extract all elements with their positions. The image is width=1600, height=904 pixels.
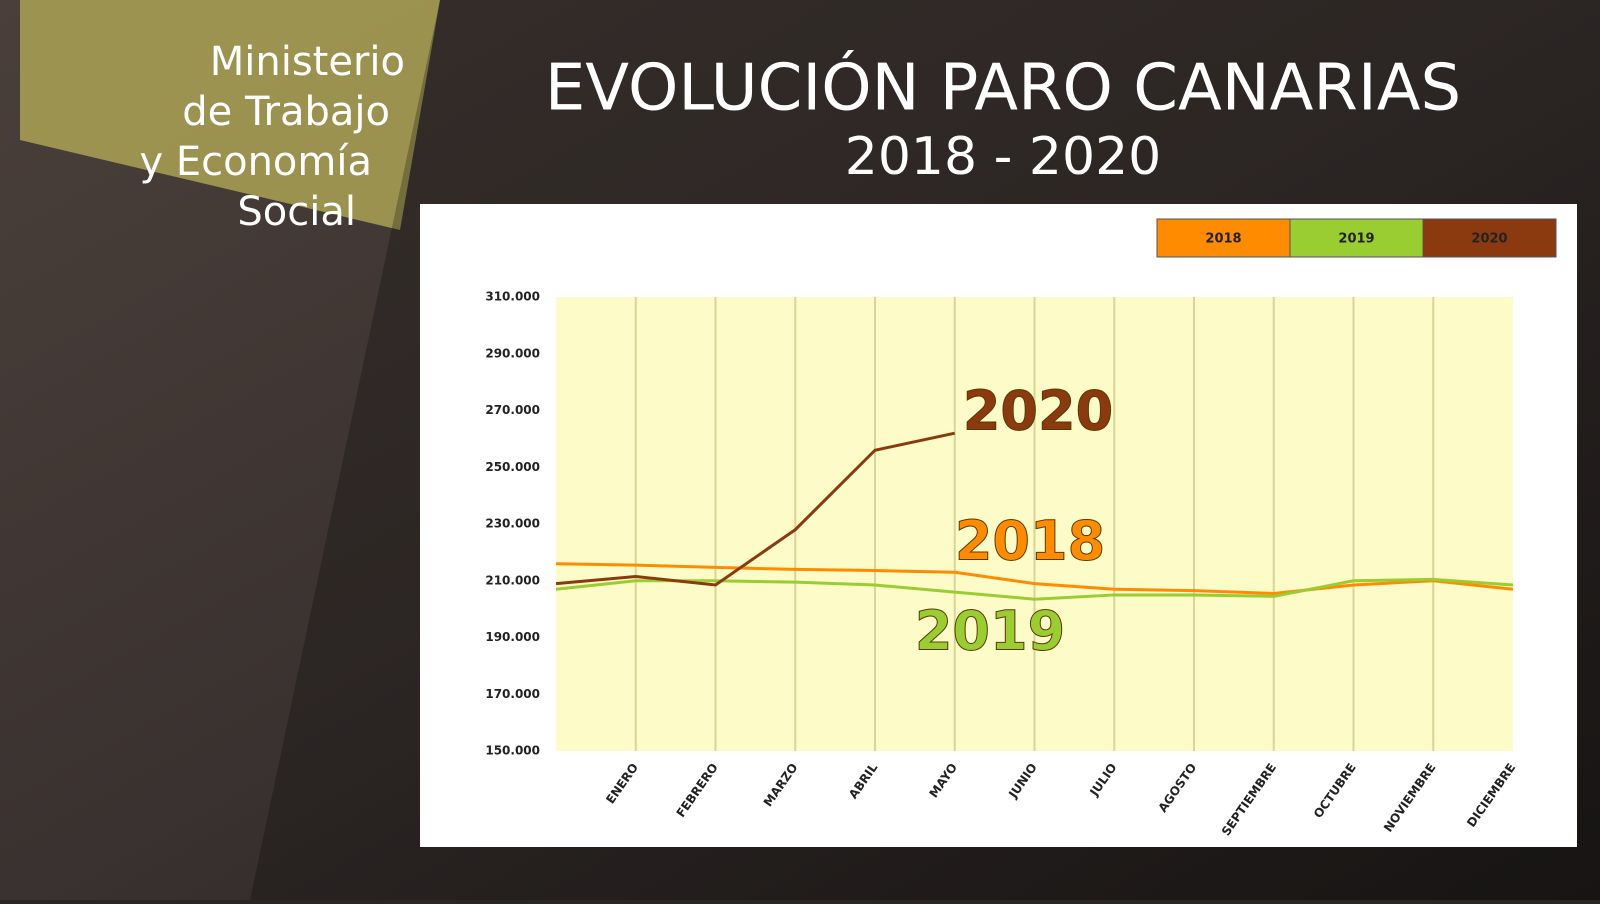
- y-tick-label: 170.000: [485, 687, 540, 701]
- legend-label: 2019: [1338, 232, 1374, 247]
- legend-item: 2018: [1156, 218, 1291, 258]
- y-tick-label: 290.000: [485, 346, 540, 360]
- logo-line: Social: [237, 189, 356, 235]
- legend-item: 2019: [1289, 218, 1424, 258]
- series-annotation: 2019: [915, 600, 1065, 663]
- logo-line: Ministerio: [210, 39, 405, 85]
- y-tick-label: 250.000: [485, 460, 540, 474]
- logo-line: y Economía: [139, 139, 372, 185]
- series-line: [555, 431, 956, 587]
- y-tick-label: 310.000: [485, 290, 540, 304]
- y-tick-label: 230.000: [485, 517, 540, 531]
- series-annotation: 2018: [955, 510, 1105, 573]
- legend-label: 2018: [1205, 232, 1241, 247]
- logo-line: de Trabajo: [182, 89, 390, 135]
- legend-swatch: [1156, 218, 1291, 258]
- series-line: [555, 562, 1514, 596]
- series-line: [555, 577, 1514, 601]
- legend-swatch: [1289, 218, 1424, 258]
- y-tick-label: 210.000: [485, 573, 540, 587]
- legend-label: 2020: [1471, 232, 1507, 247]
- y-tick-label: 190.000: [485, 630, 540, 644]
- legend-item: 2020: [1422, 218, 1557, 258]
- legend-swatch: [1422, 218, 1557, 258]
- y-tick-label: 270.000: [485, 403, 540, 417]
- logo-panel: [20, 0, 440, 230]
- series-annotation: 2020: [963, 380, 1113, 443]
- chart-subtitle: 2018 - 2020: [845, 127, 1162, 187]
- logo: Ministerio de Trabajo y Economía Social: [139, 39, 405, 235]
- y-tick-label: 150.000: [485, 744, 540, 758]
- chart-title: EVOLUCIÓN PARO CANARIAS: [545, 50, 1461, 126]
